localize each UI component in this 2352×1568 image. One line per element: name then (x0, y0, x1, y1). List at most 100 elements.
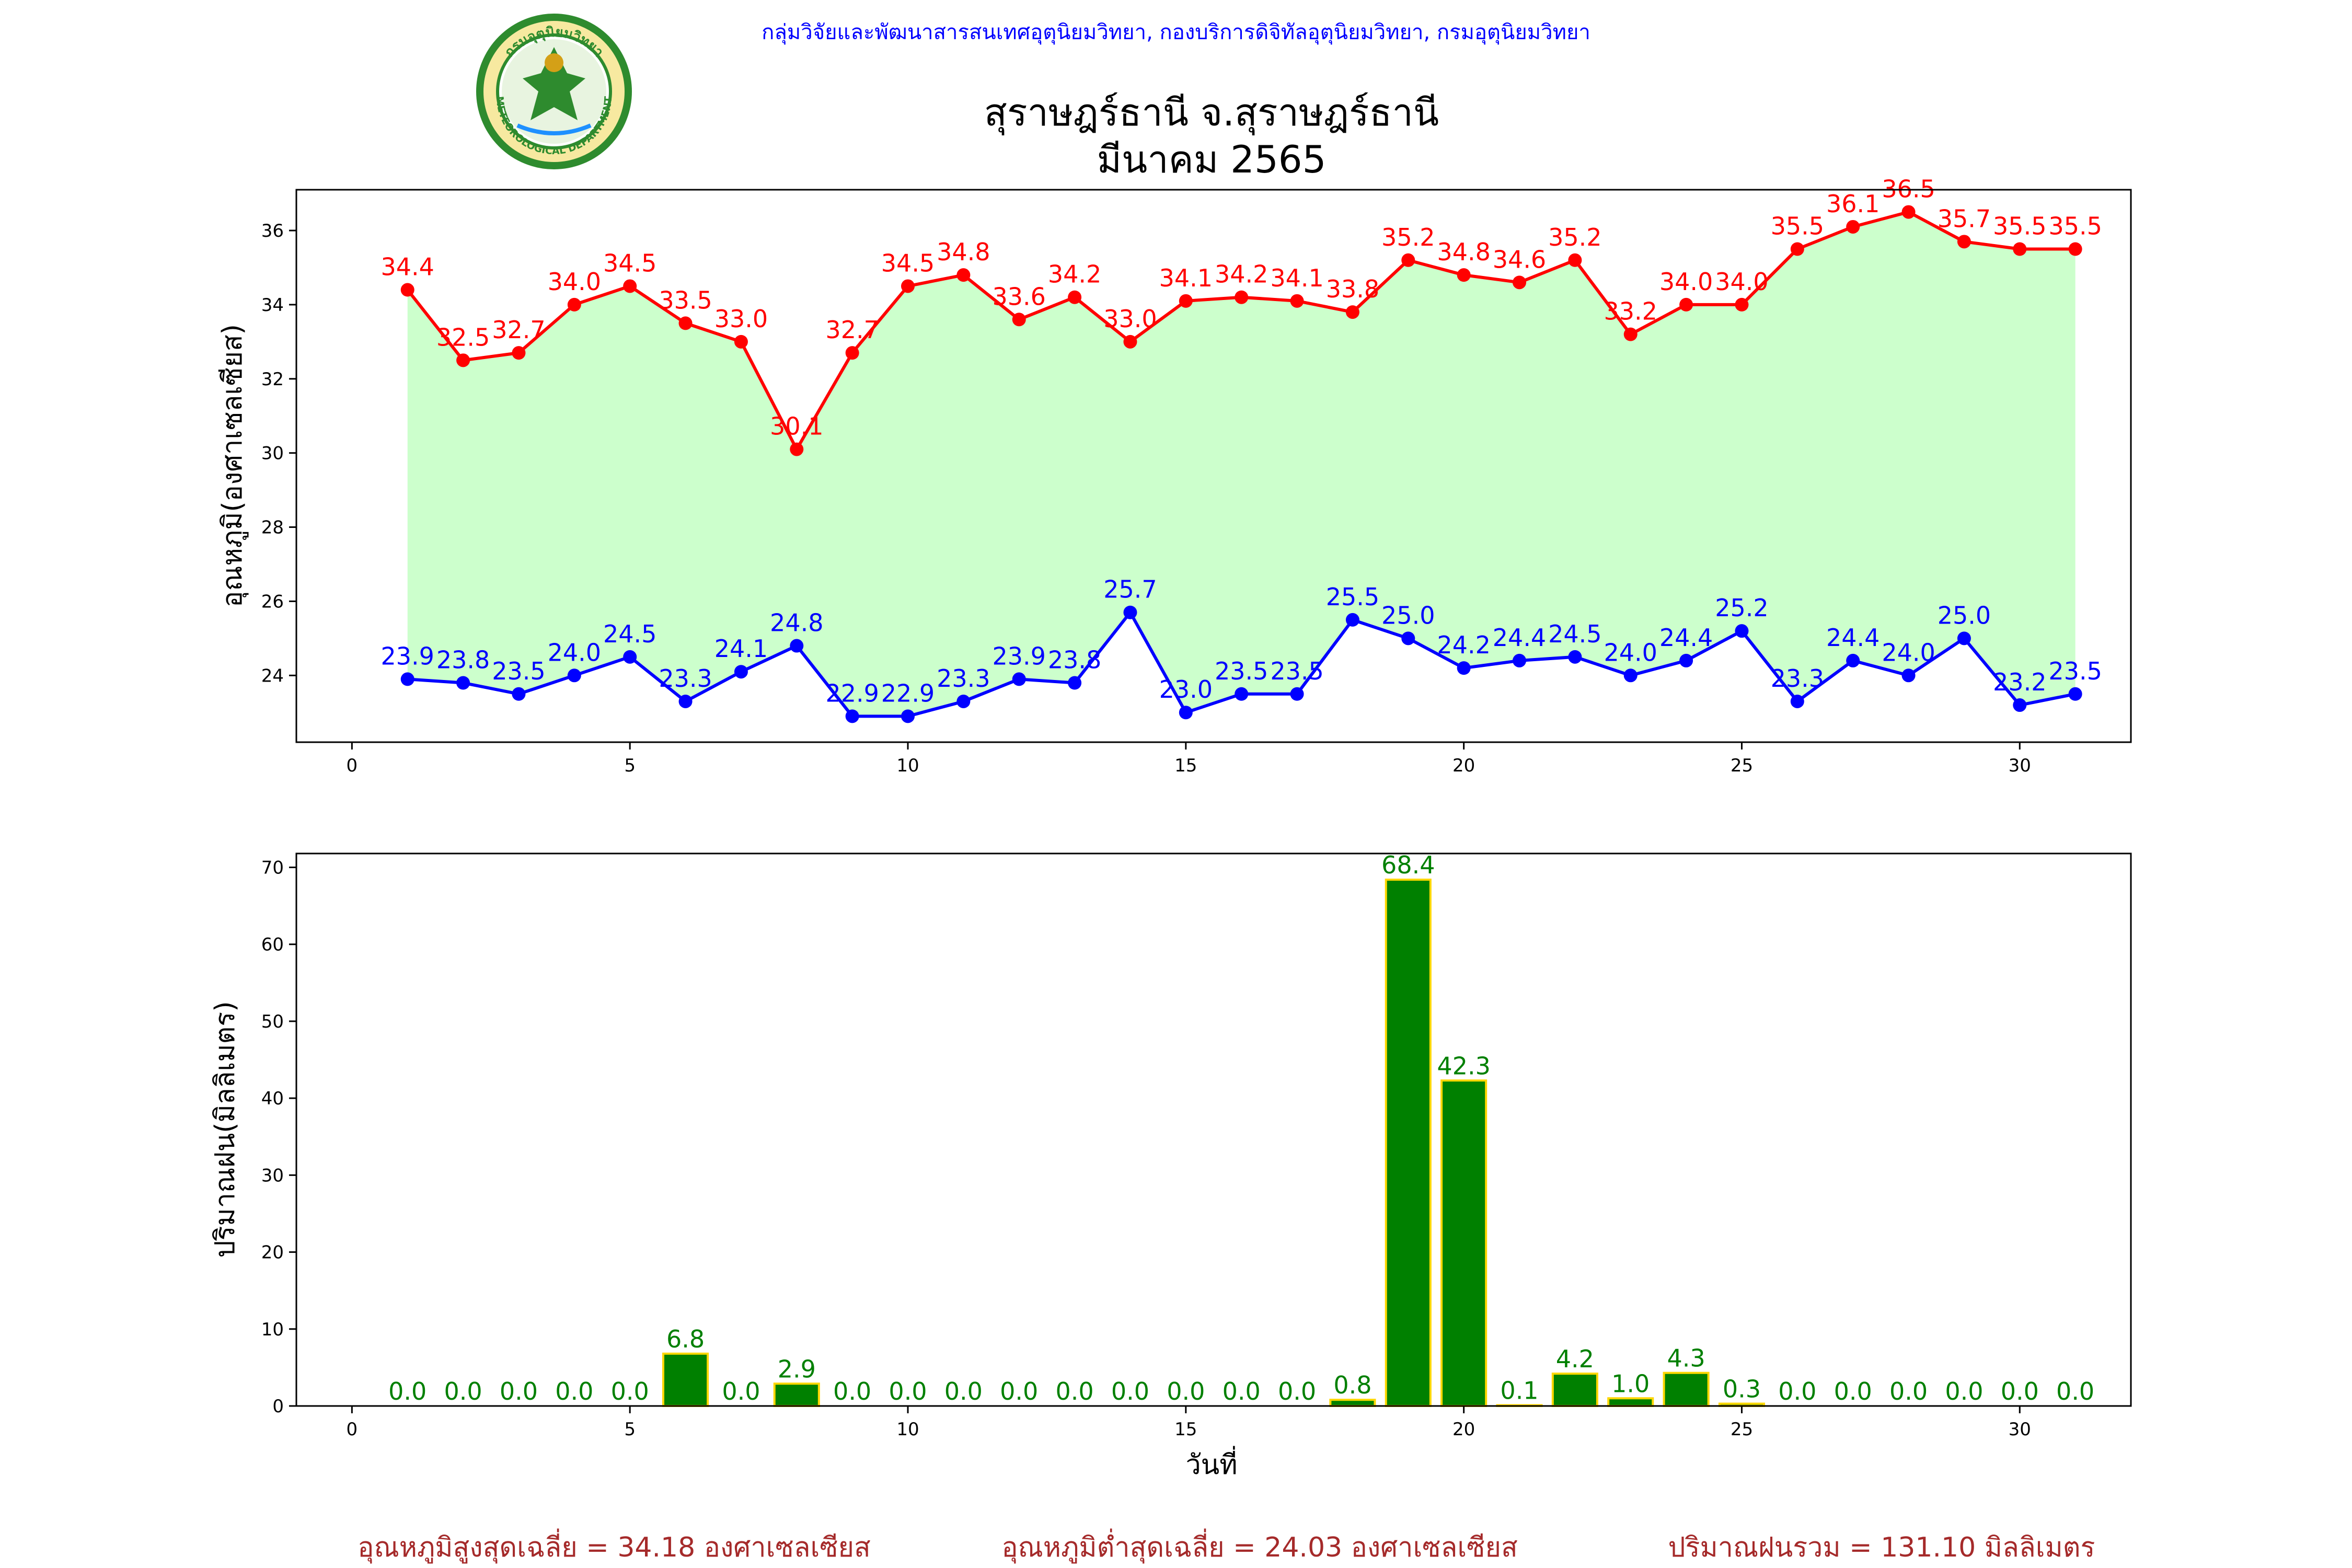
min-temp-point (1790, 694, 1804, 708)
max-temp-data-label: 33.0 (714, 305, 768, 333)
min-temp-point (901, 709, 915, 723)
min-temp-point (512, 687, 526, 701)
max-temp-data-label: 34.5 (603, 249, 656, 277)
footer-total-rain: ปริมาณฝนรวม = 131.10 มิลลิเมตร (1668, 1532, 2095, 1563)
y-tick-label: 10 (261, 1319, 284, 1340)
x-tick-label: 15 (1174, 755, 1197, 776)
min-temp-data-label: 23.0 (1159, 675, 1213, 704)
rain-data-label: 0.3 (1723, 1375, 1761, 1403)
max-temp-point (845, 346, 859, 360)
temperature-y-axis-label: อุณหภูมิ(องศาเซลเซียส) (217, 324, 249, 607)
min-temp-point (400, 672, 414, 686)
max-temp-data-label: 32.7 (825, 316, 879, 344)
max-temp-data-label: 34.1 (1159, 264, 1213, 292)
rain-bar (1440, 1079, 1488, 1407)
rain-data-label: 0.0 (944, 1377, 983, 1405)
min-temp-point (1290, 687, 1304, 701)
rain-data-label: 0.0 (1223, 1377, 1261, 1405)
rain-data-label: 0.0 (1889, 1377, 1928, 1405)
x-tick-label: 25 (1731, 755, 1753, 776)
x-tick-label: 20 (1452, 1419, 1475, 1440)
max-temp-point (1679, 297, 1693, 312)
y-tick-label: 50 (261, 1011, 284, 1032)
min-temp-data-label: 25.7 (1103, 575, 1157, 604)
rainfall-plot-frame (295, 852, 2132, 1407)
x-tick-label: 10 (896, 1419, 919, 1440)
y-tick-label: 28 (261, 517, 284, 538)
y-tick-label: 36 (261, 221, 284, 241)
max-temp-point (1846, 220, 1860, 234)
temperature-range-fill (407, 212, 2076, 717)
rain-data-label: 0.1 (1500, 1377, 1538, 1405)
min-temp-point (1179, 706, 1193, 720)
y-tick-label: 30 (261, 1165, 284, 1186)
y-tick-label: 32 (261, 369, 284, 390)
min-temp-point (1846, 653, 1860, 667)
rain-bar (1551, 1373, 1598, 1408)
min-temp-data-label: 23.9 (381, 642, 434, 670)
max-temp-data-label: 34.8 (937, 238, 990, 266)
min-temp-point (1957, 631, 1971, 645)
max-temp-data-label: 33.0 (1103, 305, 1157, 333)
max-temp-point (567, 297, 581, 312)
max-temp-data-label: 32.7 (492, 316, 545, 344)
min-temp-point (1401, 631, 1415, 645)
max-temp-point (512, 346, 526, 360)
max-temp-data-label: 35.2 (1548, 223, 1601, 251)
min-temp-data-label: 24.5 (1548, 620, 1601, 648)
rain-data-label: 0.0 (889, 1377, 927, 1405)
min-temp-point (1901, 668, 1916, 683)
max-temp-point (2013, 242, 2027, 256)
fill-between-max-min (407, 212, 2076, 717)
min-temp-data-label: 23.3 (937, 664, 990, 693)
min-temp-data-label: 22.9 (825, 679, 879, 707)
rain-bar (1663, 1371, 1710, 1407)
organization-header: กลุ่มวิจัยและพัฒนาสารสนเทศอุตุนิยมวิทยา,… (762, 20, 1590, 45)
rain-data-label: 0.0 (1000, 1377, 1038, 1405)
max-temp-data-label: 33.8 (1326, 275, 1379, 303)
max-temp-point (1012, 313, 1026, 327)
min-temp-point (1568, 650, 1582, 664)
max-temp-data-label: 33.2 (1604, 297, 1657, 326)
min-temp-data-label: 23.5 (1270, 657, 1323, 685)
rain-data-label: 6.8 (666, 1325, 705, 1353)
rain-data-label: 1.0 (1611, 1369, 1650, 1398)
min-temp-point (845, 709, 859, 723)
max-temp-data-label: 36.1 (1826, 190, 1880, 218)
min-temp-data-label: 25.2 (1715, 594, 1768, 622)
temperature-chart: 34.432.5 32.734.034.533.533.030.132.734.5… (217, 175, 2132, 776)
max-temp-point (623, 279, 637, 293)
min-temp-data-label: 24.4 (1493, 624, 1546, 652)
min-temp-point (734, 665, 748, 679)
rainfall-x-axis-label: วันที่ (1185, 1446, 1237, 1481)
x-tick-label: 0 (347, 755, 358, 776)
rain-data-label: 0.0 (444, 1377, 482, 1405)
min-temp-point (1345, 613, 1359, 627)
min-temp-data-label: 24.0 (1604, 638, 1657, 666)
rain-data-label: 0.0 (1945, 1377, 1983, 1405)
min-temp-data-label: 23.5 (2048, 657, 2102, 685)
max-temp-data-label: 34.1 (1270, 264, 1323, 292)
min-temp-data-label: 23.8 (436, 645, 490, 674)
x-tick-label: 5 (624, 1419, 636, 1440)
max-temp-data-label: 34.6 (1493, 245, 1546, 273)
temperature-points (400, 205, 2082, 723)
max-temp-data-label: 33.6 (993, 282, 1046, 310)
rainfall-y-axis-label: ปริมาณฝน(มิลลิเมตร) (210, 1001, 241, 1258)
x-tick-label: 0 (347, 1419, 358, 1440)
max-temp-point (1401, 253, 1415, 267)
min-temp-point (790, 639, 804, 653)
rain-data-label: 0.0 (1056, 1377, 1094, 1405)
max-temp-data-label: 34.0 (1715, 268, 1768, 296)
x-tick-label: 30 (2009, 1419, 2031, 1440)
rain-data-label: 4.3 (1667, 1344, 1705, 1373)
max-temp-point (456, 353, 470, 367)
x-tick-label: 10 (896, 755, 919, 776)
max-temp-data-label: 33.5 (659, 286, 712, 314)
min-temp-data-label: 24.2 (1437, 631, 1490, 659)
y-tick-label: 70 (261, 857, 284, 878)
min-temp-data-label: 23.2 (1993, 668, 2046, 696)
rain-data-label: 68.4 (1381, 851, 1435, 879)
rain-data-label: 0.0 (555, 1377, 593, 1405)
